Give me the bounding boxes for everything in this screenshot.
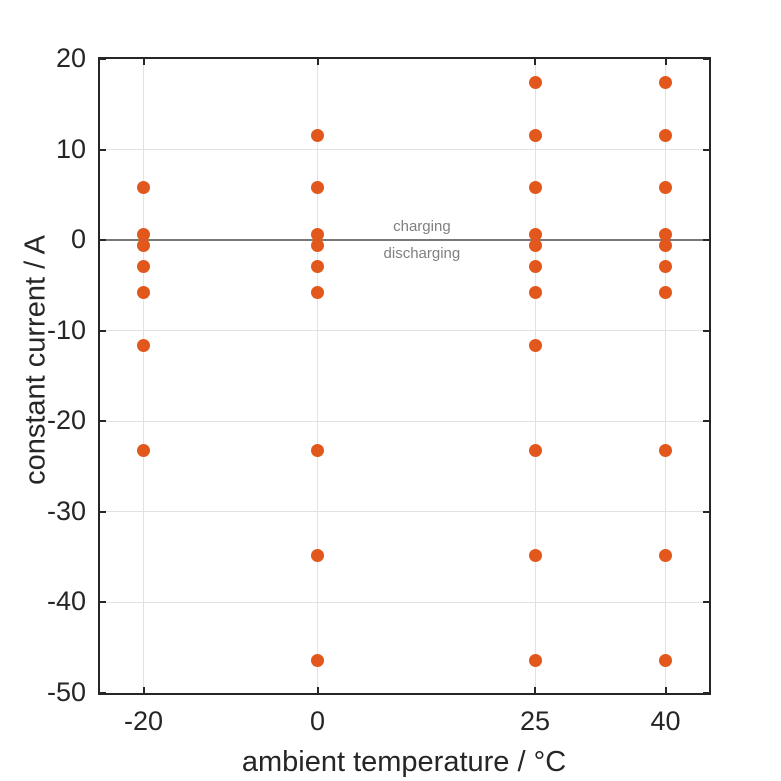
y-tick-mark [100,692,106,694]
x-gridline [534,59,536,693]
y-tick-mark [100,601,106,604]
charging-label: charging [393,218,451,236]
data-point [311,443,324,457]
data-point [311,228,324,242]
x-tick-mark [142,59,145,65]
y-tick-mark [703,58,709,60]
data-point [528,548,542,562]
data-point [528,259,542,273]
data-point [528,286,542,300]
data-point [311,181,324,195]
x-tick-mark [316,59,319,65]
y-tick-mark [100,239,106,242]
x-tick-mark [534,687,536,693]
data-point [137,238,150,252]
data-point [659,653,672,667]
y-tick-label: 20 [55,43,86,74]
y-tick-mark [100,329,106,332]
x-gridline [665,59,666,693]
data-point [137,443,150,457]
data-point [528,653,542,667]
y-tick-mark [703,420,709,423]
y-tick-mark [703,329,709,332]
data-point [137,259,150,273]
y-tick-mark [703,510,709,513]
plot-area: charging discharging -20 0 25 40 20 10 0 -10 -20… [47,43,711,736]
x-tick-label: 0 [309,706,326,736]
data-point [137,181,150,195]
y-tick-mark [703,601,709,604]
data-point [311,653,324,667]
y-tick-label: -20 [46,405,86,436]
data-point [528,238,542,252]
x-gridline [143,59,144,693]
data-point [528,76,542,90]
x-axis-label: ambient temperature / °C [241,746,567,778]
x-tick-label: 25 [519,706,551,736]
data-point [137,338,150,352]
y-tick-label: 10 [55,133,86,164]
y-tick-label: -30 [46,496,86,526]
data-point [659,128,672,142]
y-gridline [100,511,709,513]
y-tick-mark [703,148,709,151]
data-point [311,128,324,142]
y-gridline [100,330,709,332]
data-point [659,238,672,252]
data-point [659,76,672,90]
data-point [137,228,150,242]
data-point [659,181,672,195]
y-tick-mark [100,148,106,151]
y-gridline [100,149,709,151]
x-tick-mark [316,687,319,693]
y-tick-mark [100,58,106,60]
y-axis-label: constant current / A [19,235,52,485]
data-point [659,286,672,300]
data-point [528,128,542,142]
y-tick-mark [703,692,709,694]
data-point [659,228,672,242]
data-point [659,548,672,562]
data-point [659,443,672,457]
data-point [311,548,324,562]
y-gridline [100,420,709,422]
data-point [311,259,324,273]
data-point [137,286,150,300]
data-point [311,238,324,252]
discharging-label: discharging [383,245,461,263]
x-gridline [317,59,318,693]
data-point [528,181,542,195]
zero-line [100,239,709,242]
x-tick-label: -20 [123,706,164,736]
x-tick-mark [664,59,667,65]
data-point [528,443,542,457]
data-point [528,338,542,352]
y-tick-label: -10 [46,314,86,345]
y-tick-mark [100,420,106,423]
y-tick-mark [100,510,106,513]
x-tick-mark [534,59,536,65]
y-tick-label: 0 [70,224,86,255]
x-tick-label: 40 [650,706,681,736]
data-point [659,259,672,273]
y-tick-label: -50 [46,677,86,708]
y-tick-label: -40 [46,586,86,617]
x-tick-mark [664,687,667,693]
data-point [528,228,542,242]
y-tick-mark [703,239,709,242]
data-point [311,286,324,300]
x-tick-mark [142,687,145,693]
y-gridline [100,601,709,603]
